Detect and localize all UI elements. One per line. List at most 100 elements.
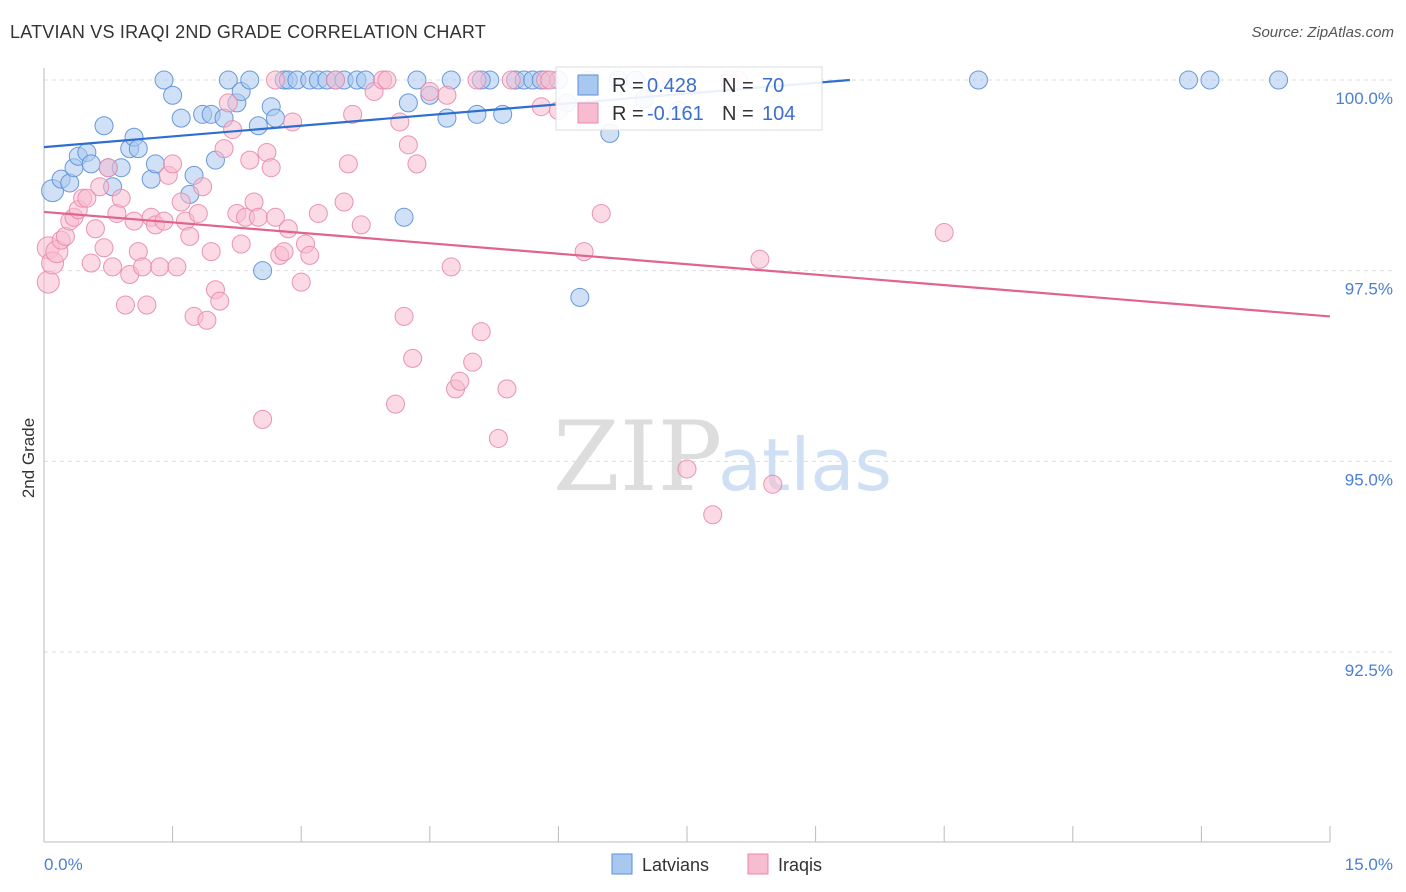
latvian-point [1200,70,1220,90]
x-tick-label-min: 0.0% [44,855,83,874]
iraqi-point [223,120,243,140]
y-tick-label: 100.0% [1335,89,1393,108]
iraqi-point [750,249,770,269]
watermark-zip: ZIP [553,401,722,513]
iraqi-point [677,459,697,479]
iraqi-trend-line [43,210,1331,318]
iraqi-point [124,211,144,231]
iraqi-point [36,270,60,294]
iraqi-point [325,70,345,90]
iraqi-point [420,81,440,101]
latvian-point [437,108,457,128]
iraqi-point [334,192,354,212]
iraqi-point [763,474,783,494]
latvian-point [248,116,268,136]
iraqi-point [403,348,423,368]
iraqi-point [167,257,187,277]
latvian-point [94,116,114,136]
latvian-point [128,139,148,159]
iraqi-point [210,291,230,311]
iraqi-point [90,177,110,197]
iraqi-point [111,188,131,208]
y-axis-label: 2nd Grade [19,418,38,498]
iraqi-point [450,371,470,391]
iraqi-point [390,112,410,132]
iraqi-point [386,394,406,414]
iraqi-point [240,150,260,170]
legend-n-value: 70 [762,75,784,97]
source-attribution: Source: ZipAtlas.com [1251,24,1394,41]
latvian-point [394,207,414,227]
iraqi-point [180,226,200,246]
latvian-point [253,261,273,281]
iraqi-point [463,352,483,372]
latvian-point [154,70,174,90]
iraqi-point [407,154,427,174]
latvian-point [81,154,101,174]
iraqi-point [193,177,213,197]
iraqi-point [394,306,414,326]
legend-r-value: 0.428 [647,75,697,97]
latvian-point [467,104,487,124]
iraqi-point [261,158,281,178]
iraqi-point [467,70,487,90]
iraqi-point [85,219,105,239]
latvian-point [407,70,427,90]
iraqi-point [188,203,208,223]
chart-title: LATVIAN VS IRAQI 2ND GRADE CORRELATION C… [10,22,486,42]
iraqi-point [437,85,457,105]
legend-r-label: R = [612,103,644,125]
legend-latvians-label: Latvians [642,855,709,875]
iraqi-point [343,104,363,124]
iraqi-point [278,219,298,239]
watermark-atlas: atlas [718,423,892,507]
iraqi-point [253,409,273,429]
iraqi-point [308,203,328,223]
iraqi-point [197,310,217,330]
iraqi-point [94,238,114,258]
iraqi-point [283,112,303,132]
iraqi-point [214,139,234,159]
iraqi-point [488,428,508,448]
iraqi-point [265,70,285,90]
latvian-swatch [577,74,599,96]
latvian-point [398,93,418,113]
latvian-point [265,108,285,128]
stats-legend-box [555,66,823,131]
iraqi-swatch [577,102,599,124]
iraqi-point [274,242,294,262]
iraqi-point [338,154,358,174]
iraqi-point [150,257,170,277]
latvian-point [163,85,183,105]
iraqi-point [291,272,311,292]
iraqi-point [398,135,418,155]
iraqi-point [501,70,521,90]
iraqi-point [163,154,183,174]
iraqi-point [115,295,135,315]
iraqi-point [231,234,251,254]
stats-legend: R = 0.428 N = 70 R = -0.161 N = 104 [555,66,823,131]
iraqi-point [98,158,118,178]
watermark: ZIP atlas [553,401,892,513]
latvian-point [240,70,260,90]
iraqi-point [248,207,268,227]
latvian-point [968,70,988,90]
iraqi-point [171,192,191,212]
legend-n-label: N = [722,103,754,125]
y-tick-label: 97.5% [1345,280,1393,299]
iraqi-point [81,253,101,273]
iraqi-point [351,215,371,235]
latvian-point [218,70,238,90]
latvian-point [570,287,590,307]
legend-r-label: R = [612,75,644,97]
latvian-point [171,108,191,128]
legend-r-value: -0.161 [647,103,704,125]
y-tick-label: 95.0% [1345,470,1393,489]
legend-n-value: 104 [762,103,795,125]
latvian-point [1269,70,1289,90]
iraqi-point [441,257,461,277]
iraqi-point [218,93,238,113]
iraqi-point [471,322,491,342]
iraqi-point [265,207,285,227]
